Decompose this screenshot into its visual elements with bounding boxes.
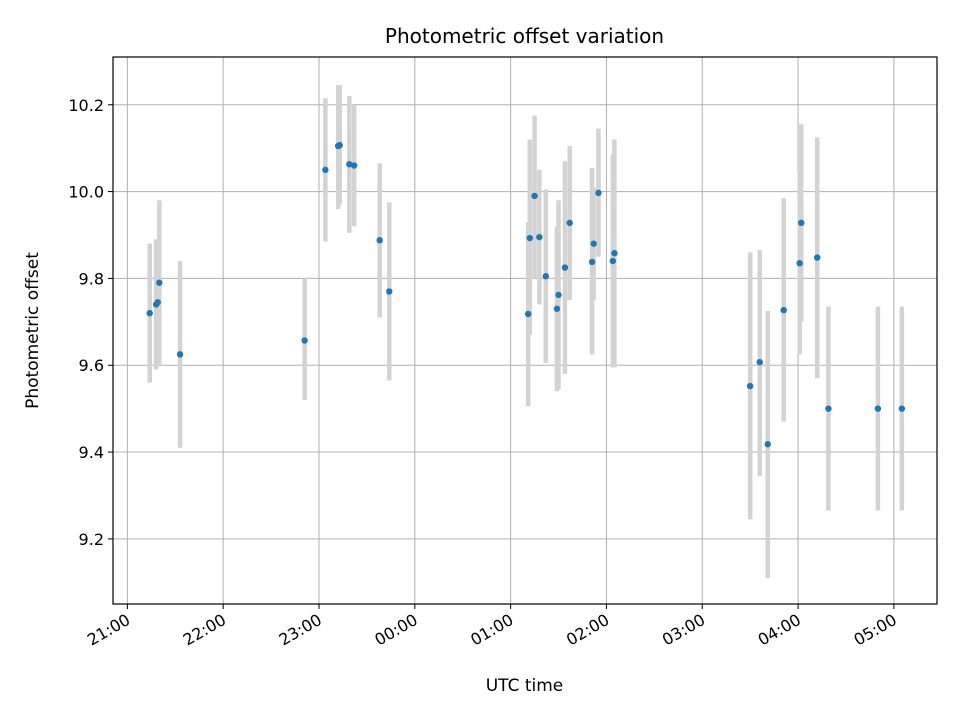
data-point [154,299,161,306]
data-point [780,306,787,314]
data-point [322,166,329,174]
y-tick-label: 9.2 [79,530,104,549]
y-tick-label: 9.4 [79,443,104,462]
data-point [611,250,618,257]
data-point [898,405,906,412]
grid [113,57,937,604]
data-point [526,234,533,242]
data-point [146,309,153,317]
data-point [350,162,358,169]
chart-title: Photometric offset variation [385,24,664,48]
data-point [301,337,308,344]
data-point [346,161,353,168]
data-point [609,257,617,265]
y-axis: 9.2 9.4 9.6 9.8 10.0 10.2 [68,96,113,549]
data-point [796,260,803,267]
data-point [756,358,763,366]
x-axis-label: UTC time [486,676,564,696]
y-tick-label: 9.8 [79,269,104,288]
data-point [553,305,561,312]
y-tick-label: 10.2 [68,96,104,115]
data-point [588,258,596,266]
data-point [595,189,602,197]
data-point [336,141,343,149]
data-point [536,233,543,241]
data-point [531,192,538,200]
data-point [746,382,754,390]
data-points [146,141,906,448]
data-point [764,441,771,448]
data-point [590,240,597,247]
data-point [542,273,549,280]
data-point [386,288,393,295]
data-point [555,291,562,299]
data-point [176,351,184,358]
data-point [561,264,569,271]
data-point [566,219,573,227]
data-point [798,219,805,227]
y-axis-label: Photometric offset [23,252,43,409]
data-point [814,254,821,261]
data-point [376,237,383,244]
y-tick-label: 9.6 [79,356,104,375]
data-point [156,279,163,286]
y-tick-label: 10.0 [68,183,104,202]
data-point [524,310,532,318]
plot-frame [112,56,938,605]
data-point [825,405,832,412]
data-point [874,405,882,412]
